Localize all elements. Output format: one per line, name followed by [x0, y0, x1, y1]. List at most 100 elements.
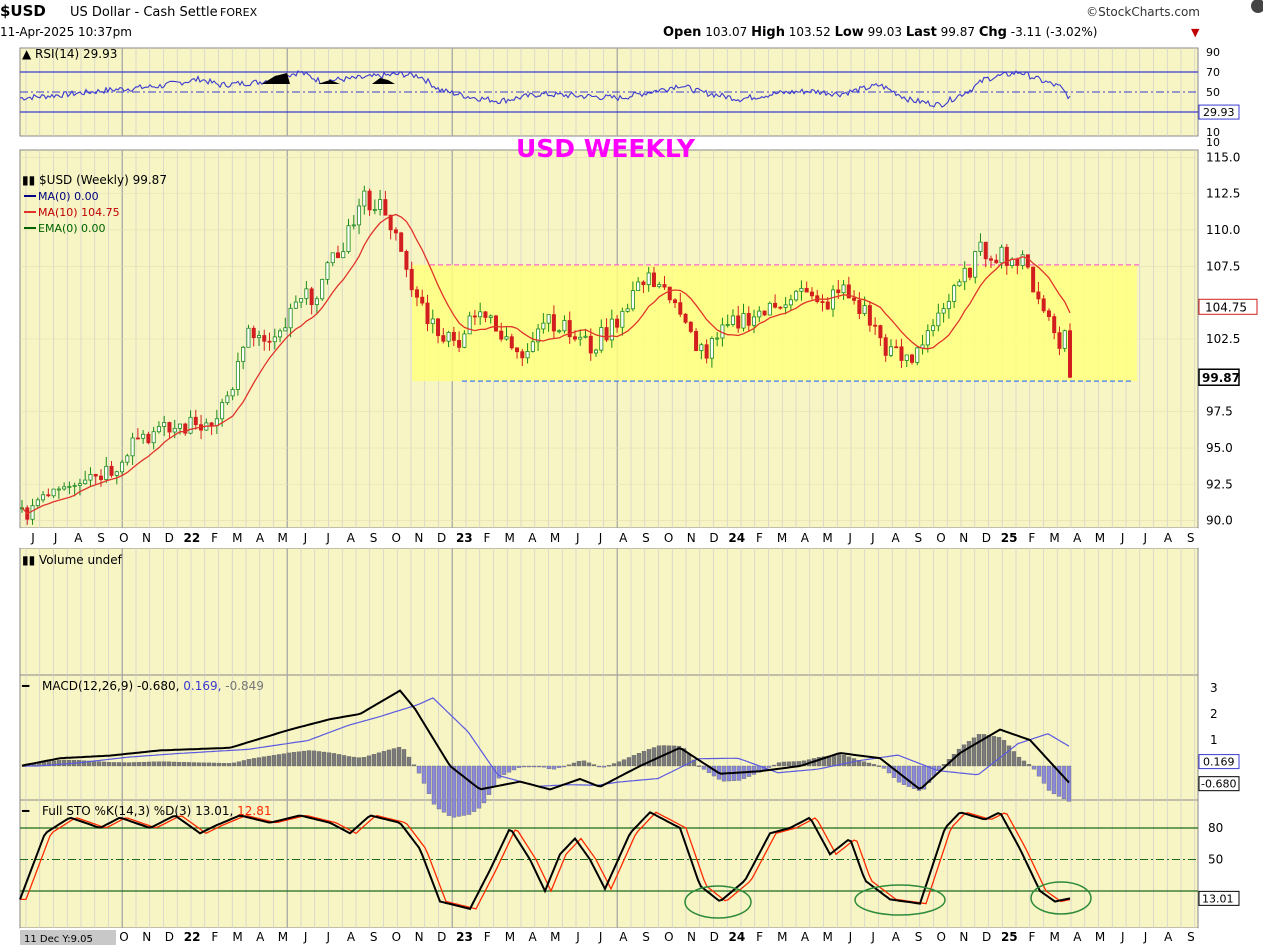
oversold-ellipse: [684, 885, 752, 919]
bottom-x-tick: N: [959, 930, 968, 944]
candle-body: [499, 330, 504, 340]
macd-hist-bar: [311, 750, 317, 767]
macd-hist-bar: [791, 761, 797, 767]
sto-label: Full STO %K(14,3) %D(3) 13.01, 12.81: [42, 804, 272, 818]
macd-hist-bar: [96, 761, 102, 767]
macd-hist-bar: [601, 765, 607, 768]
candle-body: [752, 316, 757, 326]
candle-body: [604, 327, 609, 341]
candle-body: [794, 290, 799, 301]
macd-hist-bar: [431, 765, 437, 805]
price-x-tick: N: [142, 531, 151, 545]
macd-hist-bar: [611, 763, 617, 767]
candle-body: [393, 229, 398, 234]
bottom-x-tick: J: [848, 930, 853, 944]
legend-ma10: MA(10) 104.75: [38, 206, 120, 219]
candle-body: [472, 315, 477, 318]
macd-hist-bar: [596, 765, 602, 768]
sto-tick-label: 80: [1208, 821, 1223, 835]
macd-hist-bar: [46, 761, 52, 767]
price-x-tick: J: [325, 531, 330, 545]
candle-body: [299, 298, 304, 303]
last-price-badge: [1198, 368, 1240, 386]
bottom-x-tick: J: [303, 930, 308, 944]
macd-hist-bar: [406, 756, 412, 767]
candle-body: [925, 330, 930, 346]
price-x-tick: J: [53, 531, 58, 545]
macd-hist-bar: [776, 762, 782, 767]
date-flag-bg: [20, 930, 116, 945]
macd-hist-bar: [696, 765, 702, 767]
macd-hist-bar: [786, 761, 792, 767]
macd-hist-bar: [111, 762, 117, 767]
candle-body: [478, 311, 483, 318]
price-tick-label: 102.5: [1206, 332, 1240, 346]
candle-body: [757, 310, 762, 318]
price-x-tick: D: [165, 531, 174, 545]
macd-hist-bar: [1016, 756, 1022, 767]
bottom-x-tick: S: [915, 930, 923, 944]
macd-hist-bar: [301, 750, 307, 767]
macd-hist-bar: [996, 737, 1002, 767]
range-box: [412, 264, 1137, 382]
candle-body: [130, 437, 135, 457]
bottom-x-tick: M: [278, 930, 288, 944]
bottom-x-tick: J: [326, 930, 331, 944]
macd-hist-bar: [1006, 745, 1012, 767]
price-tick-label: 92.5: [1206, 477, 1233, 491]
price-x-tick: F: [484, 531, 491, 545]
macd-hist-bar: [191, 762, 197, 767]
candle-body: [283, 327, 288, 332]
price-x-tick: M: [1095, 531, 1105, 545]
bottom-x-tick: 23: [456, 930, 473, 944]
rsi-line: [19, 70, 1071, 108]
candle-body: [657, 284, 662, 288]
macd-hist-bar: [381, 751, 387, 767]
candle-body: [262, 335, 267, 342]
macd-panel-bg: [19, 674, 1199, 801]
candle-body: [709, 338, 714, 359]
macd-hist-bar: [1056, 765, 1062, 797]
macd-hist-bar: [281, 753, 287, 767]
candle-body: [309, 288, 314, 306]
price-x-tick: A: [801, 531, 810, 545]
macd-hist-bar: [396, 747, 402, 767]
macd-hist-bar: [286, 752, 292, 767]
macd-signal-badge: [1198, 754, 1240, 770]
macd-hist-bar: [221, 763, 227, 767]
bottom-x-tick: J: [1143, 930, 1148, 944]
price-x-tick: 25: [1001, 531, 1018, 545]
price-legend-title: ▮▮ $USD (Weekly) 99.87: [22, 173, 167, 187]
macd-hist-bar: [346, 756, 352, 767]
candle-body: [788, 299, 793, 306]
candle-body: [1062, 330, 1067, 349]
chart-annotation: USD WEEKLY: [516, 134, 696, 163]
macd-hist-bar: [116, 762, 122, 767]
macd-hist-bar: [971, 737, 977, 767]
macd-hist-bar: [156, 761, 162, 767]
macd-hist-bar: [1026, 764, 1032, 767]
candle-body: [725, 324, 730, 326]
macd-hist-bar: [571, 762, 577, 767]
bottom-x-tick: M: [1050, 930, 1060, 944]
price-x-tick: M: [232, 531, 242, 545]
candle-body: [915, 347, 920, 363]
price-tick-label: 90.0: [1206, 514, 1233, 528]
candle-body: [967, 267, 972, 278]
candle-body: [567, 320, 572, 338]
candle-body: [894, 346, 899, 349]
bottom-x-tick: O: [664, 930, 673, 944]
rsi-tick-label: 10: [1206, 126, 1220, 139]
macd-hist-bar: [486, 765, 492, 795]
rsi-tick-label: 70: [1206, 66, 1220, 79]
candle-body: [488, 315, 493, 318]
date-time: 11-Apr-2025 10:37pm: [0, 25, 132, 39]
macd-hist-bar: [166, 761, 172, 767]
candle-body: [557, 330, 562, 333]
last-price-value: 99.87: [1202, 371, 1240, 385]
candle-body: [904, 354, 909, 361]
bottom-x-tick: 22: [184, 930, 201, 944]
candle-body: [51, 488, 56, 497]
macd-hist-bar: [836, 754, 842, 767]
candle-body: [1004, 246, 1009, 266]
